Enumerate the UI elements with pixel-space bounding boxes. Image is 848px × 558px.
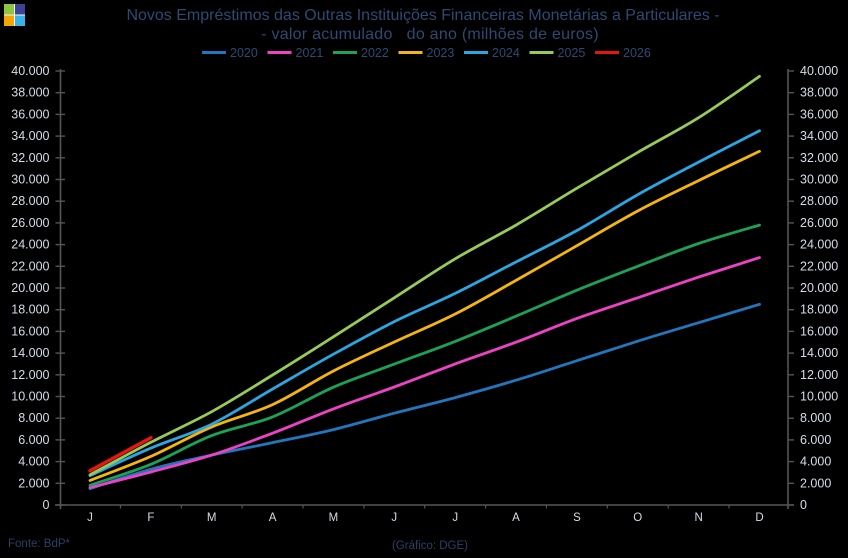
svg-text:40.000: 40.000: [11, 64, 49, 78]
svg-text:2026: 2026: [623, 46, 651, 60]
svg-text:J: J: [391, 512, 397, 524]
svg-text:0: 0: [43, 498, 50, 512]
svg-text:16.000: 16.000: [11, 324, 49, 338]
svg-text:34.000: 34.000: [800, 129, 838, 143]
svg-text:32.000: 32.000: [800, 151, 838, 165]
svg-text:20.000: 20.000: [800, 281, 838, 295]
svg-text:26.000: 26.000: [11, 216, 49, 230]
svg-text:10.000: 10.000: [11, 390, 49, 404]
svg-text:Fonte: BdP*: Fonte: BdP*: [8, 538, 71, 550]
svg-text:2.000: 2.000: [18, 476, 49, 490]
svg-text:2022: 2022: [361, 46, 389, 60]
svg-text:24.000: 24.000: [11, 238, 49, 252]
svg-text:M: M: [329, 512, 339, 524]
svg-text:12.000: 12.000: [800, 368, 838, 382]
svg-text:O: O: [633, 512, 642, 524]
svg-text:J: J: [87, 512, 93, 524]
svg-text:22.000: 22.000: [800, 259, 838, 273]
svg-text:20.000: 20.000: [11, 281, 49, 295]
svg-text:6.000: 6.000: [800, 433, 831, 447]
svg-text:2023: 2023: [427, 46, 455, 60]
svg-text:22.000: 22.000: [11, 259, 49, 273]
svg-text:J: J: [452, 512, 458, 524]
svg-text:30.000: 30.000: [11, 173, 49, 187]
svg-text:0: 0: [800, 498, 807, 512]
svg-text:2024: 2024: [492, 46, 520, 60]
svg-text:16.000: 16.000: [800, 324, 838, 338]
svg-text:32.000: 32.000: [11, 151, 49, 165]
svg-text:D: D: [755, 512, 763, 524]
svg-text:2.000: 2.000: [800, 476, 831, 490]
svg-text:A: A: [512, 512, 520, 524]
svg-text:18.000: 18.000: [800, 303, 838, 317]
svg-text:24.000: 24.000: [800, 238, 838, 252]
svg-text:12.000: 12.000: [11, 368, 49, 382]
svg-text:2020: 2020: [230, 46, 258, 60]
svg-text:N: N: [694, 512, 702, 524]
svg-text:36.000: 36.000: [11, 107, 49, 121]
svg-text:14.000: 14.000: [800, 346, 838, 360]
svg-text:8.000: 8.000: [800, 411, 831, 425]
svg-text:38.000: 38.000: [800, 86, 838, 100]
svg-text:28.000: 28.000: [11, 194, 49, 208]
svg-text:30.000: 30.000: [800, 173, 838, 187]
svg-text:(Gráfico: DGE): (Gráfico: DGE): [392, 540, 468, 552]
svg-text:8.000: 8.000: [18, 411, 49, 425]
svg-text:M: M: [207, 512, 217, 524]
svg-text:F: F: [147, 512, 154, 524]
svg-text:36.000: 36.000: [800, 107, 838, 121]
svg-text:4.000: 4.000: [800, 455, 831, 469]
svg-text:10.000: 10.000: [800, 390, 838, 404]
svg-text:18.000: 18.000: [11, 303, 49, 317]
svg-text:2025: 2025: [558, 46, 586, 60]
svg-text:26.000: 26.000: [800, 216, 838, 230]
svg-text:2021: 2021: [296, 46, 324, 60]
svg-text:S: S: [573, 512, 581, 524]
svg-text:40.000: 40.000: [800, 64, 838, 78]
svg-text:14.000: 14.000: [11, 346, 49, 360]
svg-text:38.000: 38.000: [11, 86, 49, 100]
svg-text:- valor acumulado do ano (mi: - valor acumulado do ano (milhões de eur…: [261, 26, 599, 43]
svg-text:34.000: 34.000: [11, 129, 49, 143]
svg-text:6.000: 6.000: [18, 433, 49, 447]
svg-text:Novos Empréstimos das Outras I: Novos Empréstimos das Outras Instituiçõe…: [126, 7, 719, 24]
svg-text:A: A: [269, 512, 277, 524]
svg-text:4.000: 4.000: [18, 455, 49, 469]
svg-text:28.000: 28.000: [800, 194, 838, 208]
